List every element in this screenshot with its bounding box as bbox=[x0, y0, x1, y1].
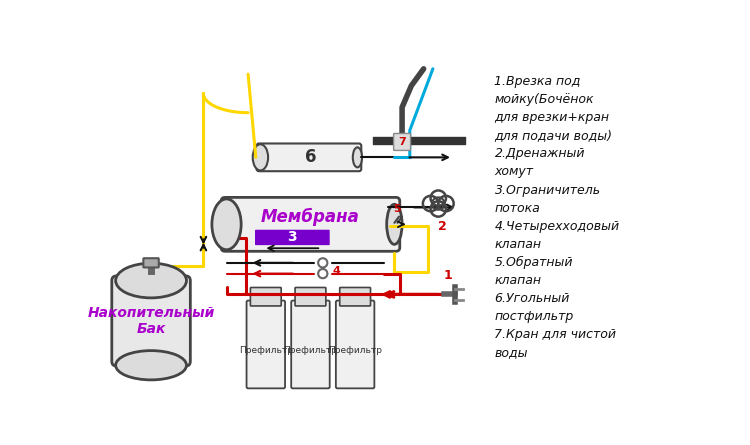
Text: 6: 6 bbox=[304, 148, 316, 166]
Text: 2: 2 bbox=[438, 220, 446, 234]
Text: воды: воды bbox=[494, 346, 528, 360]
FancyBboxPatch shape bbox=[112, 276, 190, 366]
Text: 2.Дренажный: 2.Дренажный bbox=[494, 147, 585, 160]
FancyBboxPatch shape bbox=[295, 287, 326, 306]
Text: Мембрана: Мембрана bbox=[261, 207, 360, 226]
FancyBboxPatch shape bbox=[221, 198, 400, 251]
Text: клапан: клапан bbox=[494, 274, 542, 287]
Text: 3.Ограничитель: 3.Ограничитель bbox=[494, 183, 601, 197]
FancyBboxPatch shape bbox=[251, 287, 281, 306]
Text: 3: 3 bbox=[287, 231, 297, 244]
FancyBboxPatch shape bbox=[394, 134, 410, 150]
Ellipse shape bbox=[352, 147, 362, 167]
Text: Накопительный
Бак: Накопительный Бак bbox=[88, 306, 214, 336]
Ellipse shape bbox=[387, 204, 402, 244]
Text: 6.Угольный: 6.Угольный bbox=[494, 292, 570, 305]
Text: 7.Кран для чистой: 7.Кран для чистой bbox=[494, 328, 616, 341]
Text: Префильтр: Префильтр bbox=[328, 346, 382, 355]
Text: для врезки+кран: для врезки+кран bbox=[494, 111, 610, 124]
Text: постфильтр: постфильтр bbox=[494, 310, 574, 323]
Ellipse shape bbox=[116, 263, 187, 298]
Text: 1.Врезка под: 1.Врезка под bbox=[494, 75, 580, 88]
Text: мойку(Бочёнок: мойку(Бочёнок bbox=[494, 93, 594, 106]
Text: 5: 5 bbox=[394, 203, 401, 214]
Ellipse shape bbox=[212, 199, 242, 250]
Text: хомут: хомут bbox=[494, 166, 533, 178]
FancyBboxPatch shape bbox=[336, 300, 374, 388]
FancyBboxPatch shape bbox=[255, 230, 330, 245]
FancyBboxPatch shape bbox=[247, 300, 285, 388]
Ellipse shape bbox=[253, 144, 268, 170]
Text: 7: 7 bbox=[398, 137, 406, 147]
FancyBboxPatch shape bbox=[143, 258, 159, 267]
Ellipse shape bbox=[116, 351, 187, 380]
FancyBboxPatch shape bbox=[291, 300, 330, 388]
Text: 4.Четырехходовый: 4.Четырехходовый bbox=[494, 220, 620, 233]
Text: Префильтр: Префильтр bbox=[284, 346, 338, 355]
Text: 4: 4 bbox=[332, 266, 340, 275]
Text: потока: потока bbox=[494, 202, 540, 214]
FancyBboxPatch shape bbox=[340, 287, 370, 306]
Text: 5.Обратный: 5.Обратный bbox=[494, 256, 573, 269]
Text: 1: 1 bbox=[444, 269, 453, 282]
Text: клапан: клапан bbox=[494, 238, 542, 251]
Text: Префильтр: Префильтр bbox=[238, 346, 292, 355]
FancyBboxPatch shape bbox=[256, 143, 362, 171]
Text: для подачи воды): для подачи воды) bbox=[494, 129, 613, 142]
